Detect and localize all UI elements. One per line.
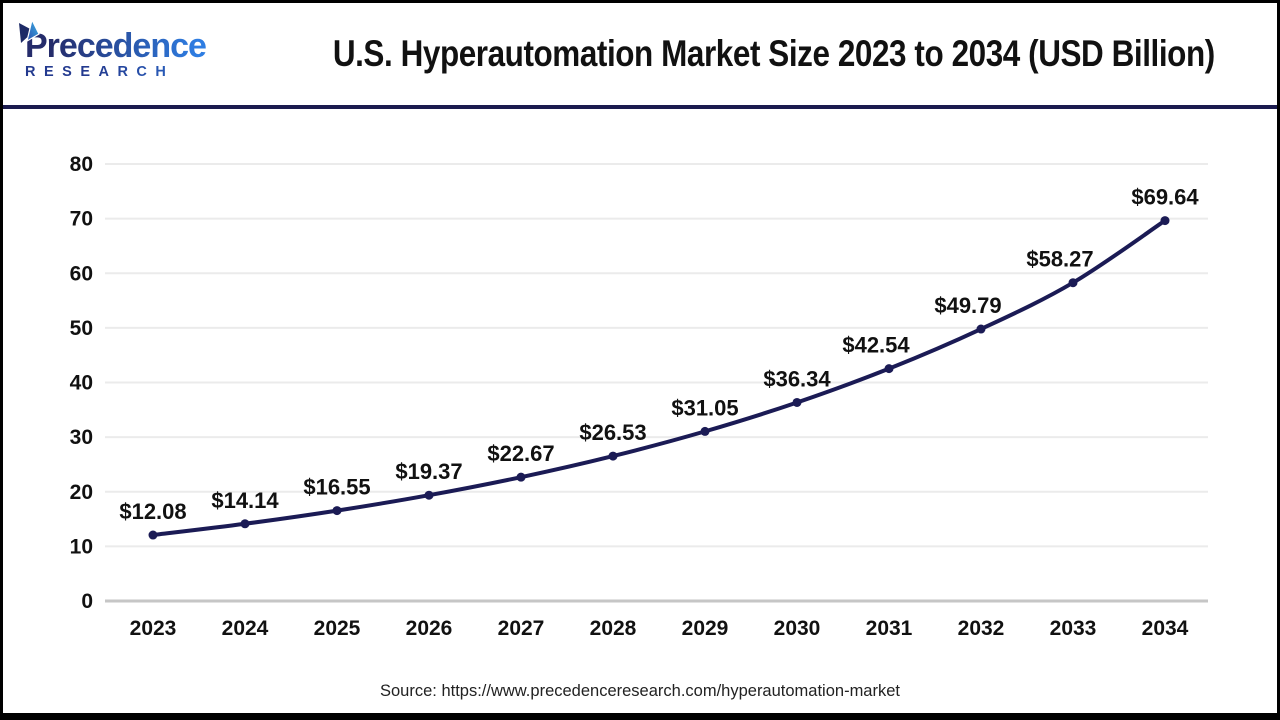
- svg-text:2031: 2031: [866, 617, 913, 640]
- svg-text:2027: 2027: [498, 617, 545, 640]
- svg-text:$36.34: $36.34: [763, 366, 831, 391]
- page-title: U.S. Hyperautomation Market Size 2023 to…: [332, 33, 1215, 74]
- svg-text:$49.79: $49.79: [934, 293, 1001, 318]
- svg-text:$12.08: $12.08: [119, 499, 186, 524]
- svg-text:$22.67: $22.67: [487, 441, 554, 466]
- header-divider: [3, 105, 1277, 109]
- svg-text:2023: 2023: [130, 617, 177, 640]
- svg-text:0: 0: [81, 590, 93, 613]
- logo-subtitle-text: RESEARCH: [25, 64, 255, 80]
- svg-text:$14.14: $14.14: [211, 488, 279, 513]
- title-container: U.S. Hyperautomation Market Size 2023 to…: [255, 33, 1277, 75]
- svg-text:2033: 2033: [1050, 617, 1097, 640]
- chart-area: 0 10 20 30 40 50 60 70 80 $12.08 $14.14 $16.55 $19.3…: [3, 109, 1277, 661]
- svg-text:$69.64: $69.64: [1131, 185, 1199, 210]
- svg-text:2024: 2024: [222, 617, 269, 640]
- data-points: [148, 216, 1170, 540]
- header: Precedence RESEARCH U.S. Hyperautomation…: [3, 3, 1277, 105]
- brand-logo: Precedence RESEARCH: [3, 18, 255, 80]
- svg-text:$16.55: $16.55: [303, 475, 370, 500]
- svg-text:$26.53: $26.53: [579, 420, 646, 445]
- svg-text:20: 20: [70, 481, 93, 504]
- y-axis-labels: 0 10 20 30 40 50 60 70 80: [70, 153, 93, 613]
- svg-text:2030: 2030: [774, 617, 821, 640]
- svg-text:2032: 2032: [958, 617, 1005, 640]
- svg-text:60: 60: [70, 262, 93, 285]
- svg-text:2025: 2025: [314, 617, 361, 640]
- svg-text:10: 10: [70, 535, 93, 558]
- svg-text:30: 30: [70, 426, 93, 449]
- data-point-labels: $12.08 $14.14 $16.55 $19.37 $22.67 $26.53 $31.…: [119, 185, 1199, 524]
- logo-leaf-icon: [19, 18, 40, 43]
- gridlines: [105, 163, 1208, 603]
- svg-text:2029: 2029: [682, 617, 729, 640]
- svg-text:70: 70: [70, 208, 93, 231]
- svg-text:2034: 2034: [1142, 617, 1189, 640]
- source-citation: Source: https://www.precedenceresearch.c…: [380, 682, 900, 700]
- series-line: [151, 218, 1167, 538]
- svg-text:$42.54: $42.54: [842, 333, 910, 358]
- svg-text:50: 50: [70, 317, 93, 340]
- svg-text:$19.37: $19.37: [395, 459, 462, 484]
- logo-brand-text: Precedence: [25, 26, 207, 65]
- svg-text:$31.05: $31.05: [671, 395, 738, 420]
- svg-text:2028: 2028: [590, 617, 637, 640]
- svg-text:$58.27: $58.27: [1026, 247, 1093, 272]
- svg-text:40: 40: [70, 372, 93, 395]
- svg-text:80: 80: [70, 153, 93, 176]
- logo-wordmark: Precedence: [19, 18, 255, 65]
- x-axis-labels: 2023 2024 2025 2026 2027 2028 2029 2030 2031 2032…: [130, 617, 1189, 640]
- svg-text:2026: 2026: [406, 617, 453, 640]
